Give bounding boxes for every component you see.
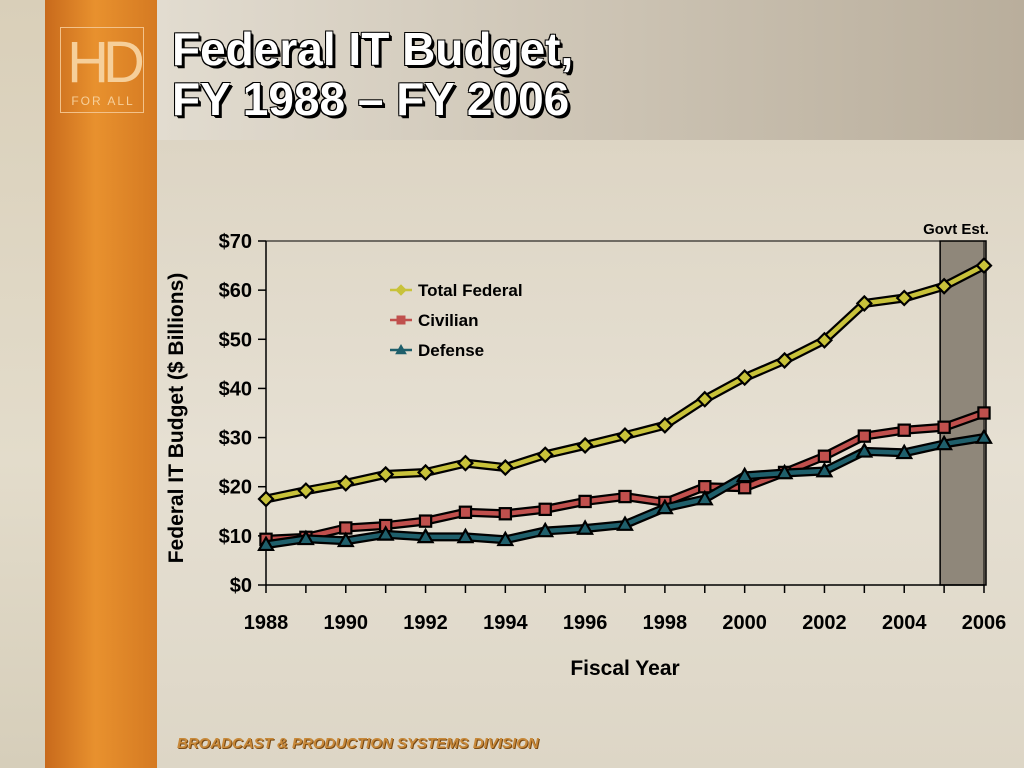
legend-label-total-federal: Total Federal [418,281,523,300]
x-tick-label: 2006 [962,612,1007,634]
data-point-total-federal [576,436,594,454]
data-point-defense [576,519,595,535]
data-point-total-federal [616,427,634,445]
data-point-defense [815,461,834,478]
y-axis-title: Federal IT Budget ($ Billions) [165,273,188,564]
data-point-total-federal [536,446,554,464]
data-point-civilian [857,429,872,443]
hd-for-all-logo: HD FOR ALL [60,27,145,113]
series-defense [257,428,993,552]
division-footer: BROADCAST & PRODUCTION SYSTEMS DIVISION [177,735,539,752]
data-point-total-federal [297,482,315,500]
series-total-federal [257,257,993,508]
x-tick-label: 2000 [722,612,767,634]
data-point-civilian [418,514,433,528]
left-margin-band [0,0,45,768]
data-point-defense [895,443,914,460]
legend-item-total-federal: Total Federal [390,281,523,300]
legend-marker-civilian [396,315,406,325]
data-point-total-federal [975,257,993,275]
data-point-defense [935,434,954,451]
data-point-total-federal [257,490,275,508]
legend-item-civilian: Civilian [390,311,478,330]
x-axis-title: Fiscal Year [570,657,679,680]
data-point-defense [257,535,275,552]
data-point-total-federal [456,454,475,472]
series-civilian [259,406,991,546]
y-tick-label: $0 [230,575,252,597]
data-point-defense [655,498,674,515]
data-point-civilian [618,489,632,504]
y-tick-label: $40 [219,378,252,400]
data-point-defense [296,529,315,546]
data-point-total-federal [656,416,674,434]
data-point-total-federal [377,465,395,483]
legend-label-civilian: Civilian [418,311,478,330]
data-point-total-federal [696,390,714,408]
data-point-defense [496,530,515,547]
data-point-total-federal [337,474,355,492]
data-point-total-federal [416,463,435,482]
data-point-total-federal [736,369,754,387]
x-tick-label: 1998 [643,612,688,634]
y-tick-label: $20 [219,477,252,499]
orange-side-bar [45,0,157,768]
x-tick-label: 1990 [324,612,369,634]
data-point-defense [855,442,874,458]
series-line-total-federal [263,263,987,502]
slide-title-line2: FY 1988 – FY 2006 [172,73,570,125]
data-point-civilian [538,502,552,517]
data-point-defense [775,463,794,480]
data-point-civilian [458,505,473,519]
data-point-defense [536,521,555,538]
y-tick-label: $30 [219,428,252,450]
data-point-civilian [817,449,832,463]
data-point-total-federal [496,458,514,477]
data-point-defense [416,527,435,544]
y-tick-label: $60 [219,280,252,302]
data-point-defense [336,531,355,548]
x-tick-label: 1992 [403,612,448,634]
x-tick-label: 1996 [563,612,608,634]
x-tick-label: 2004 [882,612,927,634]
slide-title-line1: Federal IT Budget, [172,23,574,75]
data-point-defense [456,527,475,544]
data-point-total-federal [815,331,834,349]
logo-sub-text: FOR ALL [71,94,135,108]
data-point-civilian [897,423,911,437]
data-point-defense [616,515,634,531]
header-band [157,0,1024,140]
logo-hd-text: HD [67,30,145,95]
data-point-civilian [578,494,592,509]
data-point-total-federal [775,351,794,369]
data-point-total-federal [895,289,913,307]
data-point-defense [735,466,754,483]
x-tick-label: 1988 [244,612,289,634]
legend-marker-total-federal [395,284,407,296]
data-point-defense [975,428,993,444]
x-tick-label: 1994 [483,612,528,634]
slide-title: Federal IT Budget, FY 1988 – FY 2006 [172,24,573,124]
data-point-defense [376,525,395,541]
y-tick-label: $70 [219,231,252,253]
data-point-civilian [737,480,752,495]
data-point-civilian [498,507,513,521]
data-point-civilian [937,420,951,434]
data-point-civilian [977,406,991,420]
legend-marker-defense [395,343,407,355]
legend-item-defense: Defense [390,341,484,360]
y-tick-label: $50 [219,329,252,351]
data-point-total-federal [855,294,873,312]
govt-estimate-label: Govt Est. [923,221,989,238]
x-tick-label: 2002 [802,612,847,634]
data-point-defense [695,489,714,506]
legend-label-defense: Defense [418,341,484,360]
y-tick-label: $10 [219,526,252,548]
data-point-total-federal [935,277,953,295]
